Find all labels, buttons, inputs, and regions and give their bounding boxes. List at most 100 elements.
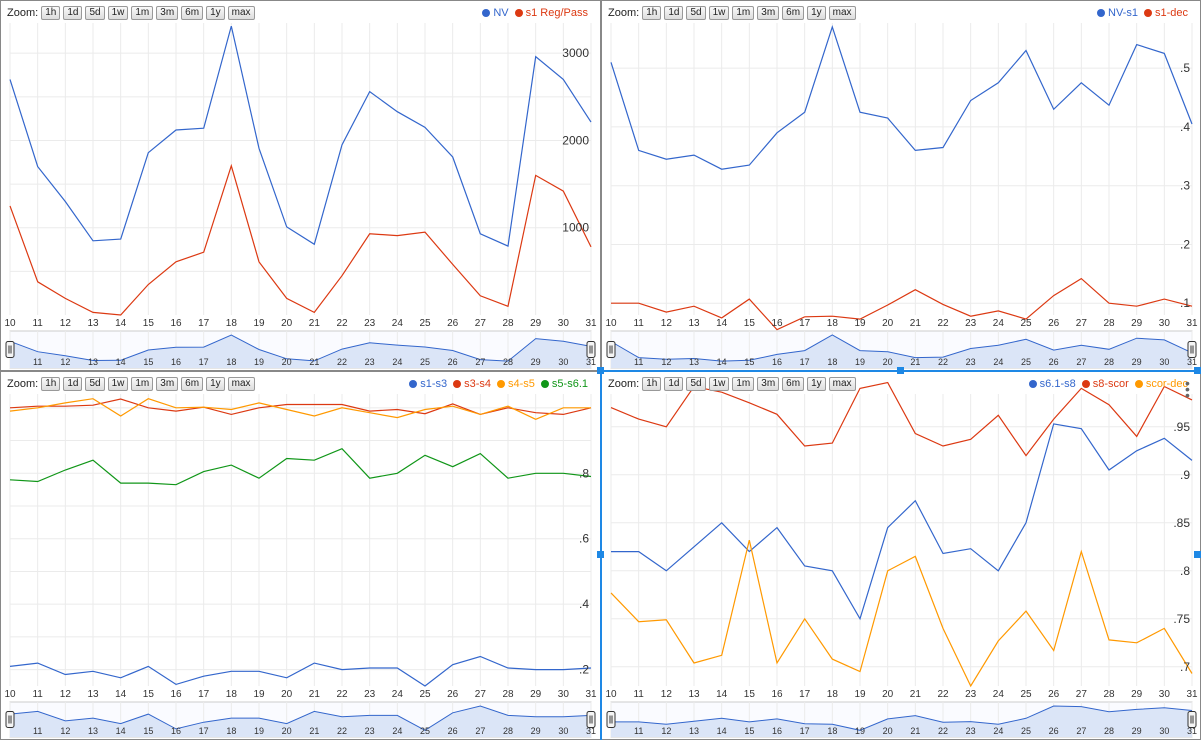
x-tick-label: 20 [281, 689, 293, 700]
legend-label: NV-s1 [1108, 7, 1138, 19]
zoom-button-5d[interactable]: 5d [686, 377, 706, 391]
navigator-handle-right[interactable] [1187, 341, 1197, 358]
zoom-button-1m[interactable]: 1m [732, 377, 755, 391]
navigator-handle-left[interactable] [5, 711, 15, 728]
navigator-tick-label: 29 [1132, 726, 1142, 736]
zoom-button-1m[interactable]: 1m [131, 377, 154, 391]
navigator-area [10, 335, 591, 368]
zoom-button-1y[interactable]: 1y [807, 377, 826, 391]
x-tick-label: 27 [475, 689, 487, 700]
navigator-handle-left[interactable] [606, 341, 616, 358]
x-tick-label: 13 [688, 318, 700, 329]
navigator-handle-left[interactable] [5, 341, 15, 358]
x-tick-label: 11 [32, 689, 43, 700]
x-tick-label: 24 [993, 689, 1005, 700]
more-options-icon[interactable]: • • • [1185, 375, 1190, 403]
resize-handle-top-right[interactable] [1194, 367, 1201, 374]
resize-handle-top-left[interactable] [597, 367, 604, 374]
x-tick-label: 19 [253, 318, 265, 329]
zoom-button-6m[interactable]: 6m [782, 377, 805, 391]
navigator-tick-label: 29 [531, 726, 541, 736]
navigator-area [10, 706, 591, 737]
navigator-tick-label: 11 [33, 357, 42, 367]
zoom-button-1d[interactable]: 1d [63, 377, 83, 391]
zoom-button-5d[interactable]: 5d [85, 6, 105, 20]
legend-item[interactable]: s3-s4 [453, 378, 491, 390]
navigator-tick-label: 11 [33, 726, 42, 736]
navigator-handle-left[interactable] [606, 711, 616, 728]
zoom-button-1m[interactable]: 1m [131, 6, 154, 20]
zoom-button-1h[interactable]: 1h [41, 6, 61, 20]
legend-item[interactable]: scor-dec [1134, 378, 1188, 390]
x-tick-label: 28 [1103, 689, 1115, 700]
legend-item[interactable]: s1-s3 [409, 378, 447, 390]
zoom-button-1w[interactable]: 1w [708, 377, 730, 391]
series-line-2 [611, 277, 1193, 331]
navigator-tick-label: 16 [171, 726, 181, 736]
y-tick-label: .95 [1173, 420, 1190, 434]
x-tick-label: 23 [965, 318, 977, 329]
zoom-button-3m[interactable]: 3m [757, 6, 780, 20]
x-tick-label: 17 [799, 689, 811, 700]
navigator-tick-label: 31 [1187, 726, 1197, 736]
resize-handle-right[interactable] [1194, 551, 1201, 558]
x-tick-label: 24 [392, 318, 404, 329]
zoom-button-1d[interactable]: 1d [664, 6, 684, 20]
navigator-line [9, 705, 592, 731]
navigator-handle-right[interactable] [586, 711, 596, 728]
navigator-handle-right[interactable] [1187, 711, 1197, 728]
legend-item[interactable]: s1-dec [1143, 7, 1188, 19]
zoom-button-1y[interactable]: 1y [206, 6, 225, 20]
zoom-button-6m[interactable]: 6m [181, 377, 204, 391]
zoom-button-3m[interactable]: 3m [757, 377, 780, 391]
zoom-button-max[interactable]: max [227, 6, 255, 20]
zoom-button-max[interactable]: max [828, 6, 856, 20]
legend-item[interactable]: s8-scor [1081, 378, 1129, 390]
zoom-button-1h[interactable]: 1h [642, 6, 662, 20]
legend-item[interactable]: NV-s1 [1097, 7, 1138, 19]
x-tick-label: 25 [1020, 318, 1032, 329]
navigator-tick-label: 12 [60, 726, 70, 736]
legend-item[interactable]: NV [482, 7, 509, 19]
zoom-button-6m[interactable]: 6m [782, 6, 805, 20]
x-tick-label: 29 [1131, 689, 1143, 700]
zoom-button-5d[interactable]: 5d [686, 6, 706, 20]
zoom-button-1w[interactable]: 1w [107, 6, 129, 20]
zoom-button-3m[interactable]: 3m [156, 377, 179, 391]
navigator-tick-label: 15 [143, 357, 153, 367]
resize-handle-top[interactable] [897, 367, 904, 374]
zoom-button-1y[interactable]: 1y [206, 377, 225, 391]
legend-item[interactable]: s4-s5 [497, 378, 535, 390]
series-line-2 [610, 381, 1193, 457]
navigator-tick-label: 17 [199, 357, 209, 367]
zoom-button-3m[interactable]: 3m [156, 6, 179, 20]
resize-handle-left[interactable] [597, 551, 604, 558]
legend-item[interactable]: s6.1-s8 [1028, 378, 1076, 390]
zoom-button-1y[interactable]: 1y [807, 6, 826, 20]
zoom-button-max[interactable]: max [828, 377, 856, 391]
navigator-tick-label: 31 [586, 726, 596, 736]
chart-panel-3: .2 .4 .6 .8 10 11 12 13 14 15 16 17 18 19 20 21 22 23 24 25… [1, 372, 600, 739]
zoom-button-5d[interactable]: 5d [85, 377, 105, 391]
chart-svg: 1000 2000 3000 10 11 12 13 14 15 16 17 18 19 20 21 22 23… [4, 23, 597, 369]
zoom-button-1h[interactable]: 1h [642, 377, 662, 391]
legend-item[interactable]: s5-s6.1 [540, 378, 588, 390]
zoom-button-6m[interactable]: 6m [181, 6, 204, 20]
zoom-button-1d[interactable]: 1d [63, 6, 83, 20]
zoom-button-max[interactable]: max [227, 377, 255, 391]
navigator-handle-right[interactable] [586, 341, 596, 358]
zoom-button-1d[interactable]: 1d [664, 377, 684, 391]
zoom-button-1m[interactable]: 1m [732, 6, 755, 20]
zoom-button-1w[interactable]: 1w [107, 377, 129, 391]
navigator-tick-label: 16 [171, 357, 181, 367]
zoom-button-1h[interactable]: 1h [41, 377, 61, 391]
zoom-button-1w[interactable]: 1w [708, 6, 730, 20]
navigator-tick-label: 24 [993, 357, 1003, 367]
x-tick-label: 16 [170, 689, 182, 700]
x-tick-label: 13 [87, 689, 99, 700]
navigator-tick-label: 17 [800, 726, 810, 736]
legend-dot-icon [453, 380, 462, 388]
legend-item[interactable]: s1 Reg/Pass [514, 7, 588, 19]
chart-panel-2: .1 .2 .3 .4 .5 10 11 12 13 14 15 16 17 18 19 20 21 22 23 24… [602, 1, 1200, 370]
navigator-tick-label: 31 [1187, 357, 1197, 367]
